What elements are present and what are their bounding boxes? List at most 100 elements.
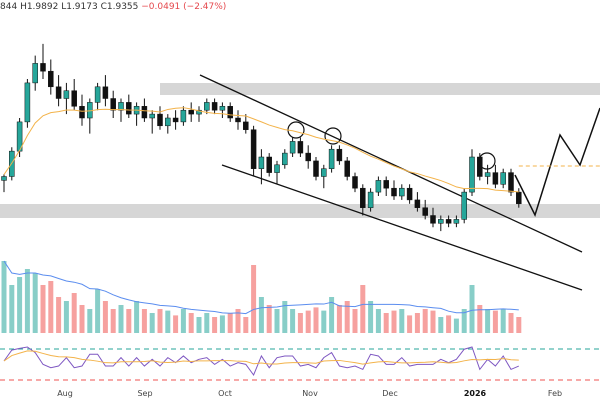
candle-body bbox=[79, 106, 85, 119]
resistance-zone bbox=[160, 83, 600, 95]
volume-bar bbox=[297, 313, 303, 333]
volume-bar bbox=[469, 285, 475, 333]
candle-body bbox=[55, 86, 62, 99]
volume-bar bbox=[383, 313, 389, 333]
candle-body bbox=[118, 102, 124, 111]
volume-bar bbox=[321, 310, 327, 333]
volume-bar bbox=[141, 309, 147, 333]
candle-body bbox=[414, 199, 421, 208]
volume-bar bbox=[508, 313, 514, 333]
candle-body bbox=[321, 168, 327, 177]
ohlc-readout: 844 H1.9892 L1.9173 C1.9355 −0.0491 (−2.… bbox=[0, 2, 226, 12]
volume-bar bbox=[212, 317, 218, 333]
volume-bar bbox=[17, 277, 23, 333]
volume-bar bbox=[149, 313, 155, 333]
volume-bar bbox=[173, 315, 179, 333]
candle-body bbox=[250, 129, 257, 169]
volume-bar bbox=[485, 309, 491, 333]
volume-bar bbox=[95, 289, 101, 333]
volume-bar bbox=[243, 317, 249, 333]
candle-body bbox=[40, 63, 46, 72]
volume-bar bbox=[157, 309, 163, 333]
candle-body bbox=[282, 152, 288, 166]
candle-body bbox=[336, 148, 343, 162]
x-tick-label: Feb bbox=[548, 389, 562, 398]
volume-bar bbox=[329, 297, 335, 333]
time-axis: Aug Sep Oct Nov Dec 2026 Feb bbox=[57, 389, 562, 398]
volume-bar bbox=[79, 305, 85, 333]
candle-body bbox=[305, 152, 311, 162]
ohlc-open: 844 bbox=[0, 2, 18, 12]
volume-bar bbox=[375, 309, 381, 333]
volume-bar bbox=[126, 309, 132, 333]
candle-body bbox=[445, 219, 452, 224]
volume-bar bbox=[313, 307, 319, 333]
support-zone bbox=[0, 204, 600, 218]
candle-body bbox=[508, 172, 514, 193]
rsi-panel bbox=[0, 346, 600, 381]
volume-bar bbox=[453, 318, 459, 333]
candle-body bbox=[48, 70, 54, 88]
volume-bar bbox=[360, 285, 366, 333]
candle-body bbox=[383, 180, 389, 189]
candle-body bbox=[391, 187, 397, 197]
candle-body bbox=[297, 141, 304, 154]
candle-body bbox=[484, 172, 491, 177]
candle-body bbox=[196, 109, 202, 115]
volume-bar bbox=[165, 310, 171, 333]
candle-body bbox=[406, 187, 413, 201]
candle-body bbox=[188, 109, 194, 115]
volume-bar bbox=[32, 273, 38, 333]
candle-body bbox=[274, 164, 280, 173]
ohlc-change: −0.0491 (−2.47%) bbox=[141, 2, 227, 12]
candle-body bbox=[71, 90, 77, 107]
volume-bar bbox=[56, 297, 62, 333]
volume-bar bbox=[492, 310, 498, 333]
candle-body bbox=[204, 102, 210, 111]
candle-body bbox=[172, 117, 179, 123]
volume-bar bbox=[204, 313, 210, 333]
volume-bar bbox=[516, 317, 522, 333]
x-tick-label: Oct bbox=[218, 389, 232, 398]
candle-body bbox=[94, 86, 101, 103]
volume-bar bbox=[134, 301, 140, 333]
candle-body bbox=[1, 176, 7, 181]
candle-body bbox=[360, 187, 366, 208]
channel-upper-line bbox=[199, 74, 583, 253]
candle-body bbox=[219, 106, 226, 111]
volume-bar bbox=[180, 309, 186, 333]
candle-body bbox=[461, 191, 467, 220]
volume-bar bbox=[422, 309, 428, 333]
volume-bar bbox=[446, 315, 452, 333]
candle-body bbox=[500, 172, 506, 185]
candle-body bbox=[24, 82, 31, 123]
candle-body bbox=[492, 172, 499, 185]
volume-bar bbox=[500, 309, 506, 333]
rsi-signal-line bbox=[3, 350, 519, 365]
volume-bar bbox=[282, 301, 288, 333]
candle-body bbox=[313, 160, 319, 177]
candle-body bbox=[180, 109, 187, 123]
volume-bar bbox=[196, 317, 202, 333]
candle-body bbox=[438, 219, 444, 224]
candle-body bbox=[235, 117, 241, 123]
candle-body bbox=[422, 207, 428, 216]
candle-body bbox=[375, 180, 382, 193]
volume-bar bbox=[352, 309, 358, 333]
volume-bar bbox=[336, 305, 342, 333]
candle-body bbox=[243, 121, 249, 130]
candle-body bbox=[165, 117, 171, 127]
volume-bar bbox=[71, 293, 77, 333]
x-tick-label: Sep bbox=[137, 389, 152, 398]
volume-bar bbox=[87, 309, 93, 333]
ohlc-high: H1.9892 bbox=[20, 2, 59, 12]
volume-bar bbox=[399, 309, 405, 333]
x-tick-label: Dec bbox=[382, 389, 397, 398]
volume-bar bbox=[110, 309, 116, 333]
projected-path bbox=[514, 107, 600, 217]
volume-bar bbox=[430, 310, 436, 333]
volume-bar bbox=[461, 309, 467, 333]
candles-group bbox=[1, 43, 600, 232]
volume-bar bbox=[219, 315, 225, 333]
